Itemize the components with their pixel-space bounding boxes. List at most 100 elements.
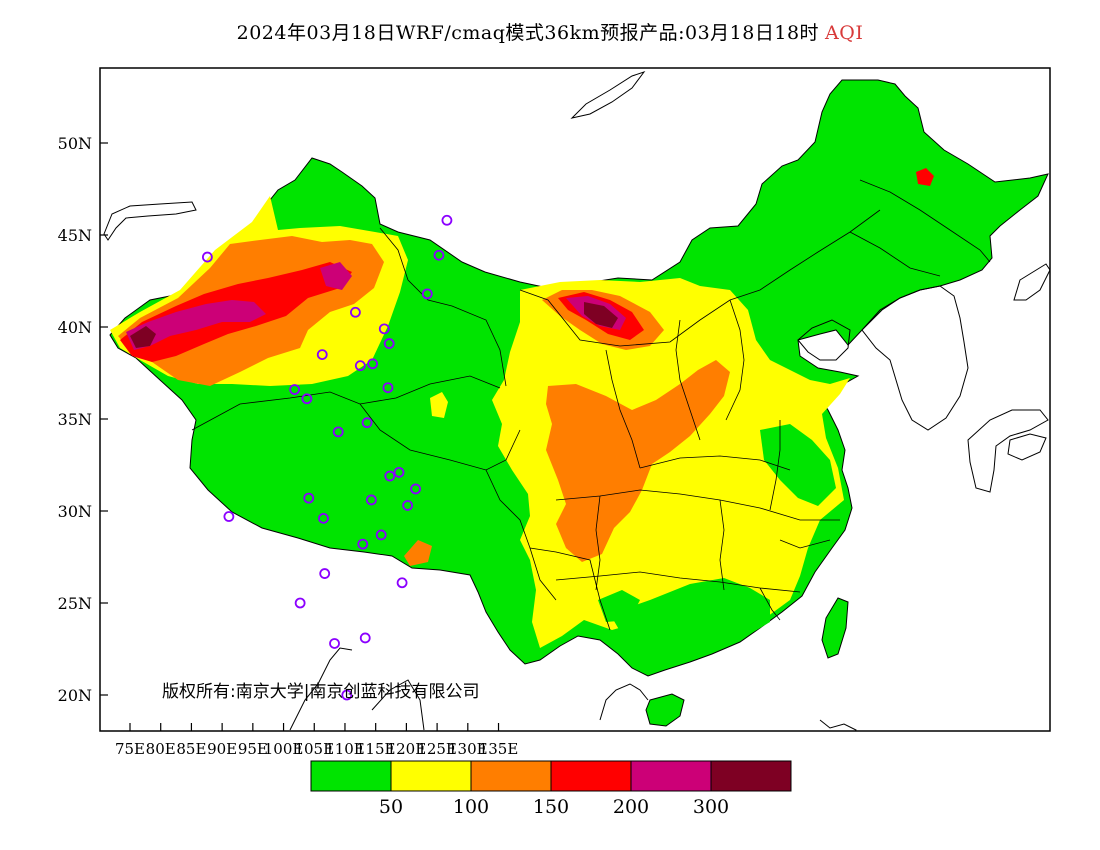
coast-japan-south: [967, 409, 1049, 493]
station-marker: [382, 382, 394, 394]
station-marker: [350, 306, 361, 318]
station-marker: [375, 529, 387, 541]
legend-swatch: [550, 760, 632, 792]
boundary-heilongjiang: [859, 179, 991, 263]
lon-tick-label: 100E: [264, 740, 304, 758]
coast-philippines: [819, 719, 857, 731]
zone-northeast-hotspot: [916, 168, 934, 186]
zone-southeast-good: [760, 424, 836, 506]
zone-innermongolia-hazardous: [584, 302, 618, 328]
coastlines-neighbors: [103, 71, 1050, 731]
station-marker: [332, 426, 344, 438]
lon-tick-label: 85E: [176, 740, 206, 758]
title-main: 2024年03月18日WRF/cmaq模式36km预报产品:03月18日18时: [236, 22, 820, 44]
station-marker: [201, 251, 213, 263]
coast-bay-of-bengal: [289, 647, 353, 731]
station-marker: [318, 512, 329, 524]
station-marker: [294, 597, 306, 609]
station-marker: [354, 360, 366, 372]
lat-tick-label: 20N: [58, 686, 92, 705]
legend-swatch: [710, 760, 792, 792]
aqi-good-patches: [598, 424, 836, 660]
taiwan-island: [821, 597, 849, 659]
boundary-qinghai: [359, 403, 521, 471]
map-layer: [103, 71, 1050, 731]
coast-indochina: [599, 683, 649, 721]
station-marker: [357, 538, 369, 550]
legend-swatch: [310, 760, 392, 792]
latitude-axis: 50N 45N 40N 35N 30N 25N 20N: [58, 134, 108, 705]
boundary-jilin: [849, 231, 941, 277]
boundary-yunnan: [529, 547, 611, 631]
station-marker: [329, 638, 340, 649]
hainan-island: [645, 693, 685, 727]
boundary-hunan-jiangxi: [719, 499, 725, 591]
zone-guangxi-good: [598, 590, 640, 622]
coast-korea: [861, 285, 969, 431]
station-marker: [433, 249, 445, 261]
coast-myanmar: [371, 679, 425, 731]
legend-swatch: [470, 760, 552, 792]
station-marker: [384, 470, 396, 482]
lon-tick-label: 75E: [115, 740, 145, 758]
copyright-notice: 版权所有:南京大学|南京创蓝科技有限公司: [162, 682, 479, 702]
legend-label: 150: [533, 796, 569, 818]
station-marker: [301, 393, 313, 405]
legend-label: 100: [453, 796, 489, 818]
station-marker: [319, 568, 331, 579]
station-marker: [383, 338, 395, 349]
station-marker: [359, 632, 371, 644]
coast-lake-balkhash: [103, 201, 197, 241]
map-frame: [99, 67, 1051, 732]
boundary-shanxi: [675, 319, 701, 441]
lon-tick-label: 105E: [294, 740, 334, 758]
boundary-fujian-zhejiang: [779, 539, 831, 549]
title-variable: AQI: [825, 22, 864, 44]
boundary-guangdong-fujian: [759, 587, 781, 621]
legend-label: 200: [613, 796, 649, 818]
lon-tick-label: 115E: [356, 740, 396, 758]
zone-tibet-sensitive: [404, 540, 432, 566]
lat-tick-label: 35N: [58, 410, 92, 429]
boundary-innermongolia-south: [519, 209, 881, 347]
coast-japan-east: [1013, 263, 1050, 301]
station-marker: [365, 494, 377, 506]
station-marker: [421, 288, 433, 300]
lat-tick-label: 45N: [58, 226, 92, 245]
coast-bohai: [797, 319, 851, 361]
zone-south-good: [610, 578, 770, 660]
lat-tick-label: 30N: [58, 502, 92, 521]
station-marker: [396, 577, 408, 589]
coast-japan-shikoku: [1007, 433, 1047, 461]
province-boundaries: [191, 179, 991, 631]
lon-tick-label: 110E: [325, 740, 365, 758]
boundary-henan-hubei: [639, 455, 791, 471]
lon-tick-label: 120E: [387, 740, 427, 758]
monitoring-stations: [201, 214, 453, 701]
boundary-sichuan: [485, 469, 557, 601]
lon-tick-label: 130E: [448, 740, 488, 758]
station-marker: [393, 466, 405, 478]
station-marker: [441, 214, 453, 226]
boundary-hebei: [725, 299, 745, 421]
aqi-color-legend: 50 100 150 200 300: [310, 760, 792, 818]
map-title: 2024年03月18日WRF/cmaq模式36km预报产品:03月18日18时 A…: [0, 18, 1100, 45]
legend-swatch: [390, 760, 472, 792]
lat-tick-label: 25N: [58, 594, 92, 613]
aqi-hazardous-zones: [130, 302, 618, 348]
station-marker: [223, 511, 235, 522]
station-marker: [410, 483, 422, 495]
lon-tick-label: 135E: [479, 740, 519, 758]
boundary-guizhou: [595, 495, 601, 591]
longitude-axis: 75E 80E 85E 90E 95E100E105E110E115E120E125E1…: [115, 723, 518, 758]
legend-label: 50: [379, 796, 403, 818]
boundary-jiangsu-anhui: [769, 420, 781, 511]
station-marker: [378, 323, 390, 335]
boundary-shaanxi: [605, 349, 641, 469]
lon-tick-label: 125E: [417, 740, 457, 758]
lon-tick-label: 90E: [207, 740, 237, 758]
zone-tibet-moderate-patch: [430, 392, 448, 418]
lat-tick-label: 50N: [58, 134, 92, 153]
zone-kashgar-hazardous: [130, 326, 156, 348]
